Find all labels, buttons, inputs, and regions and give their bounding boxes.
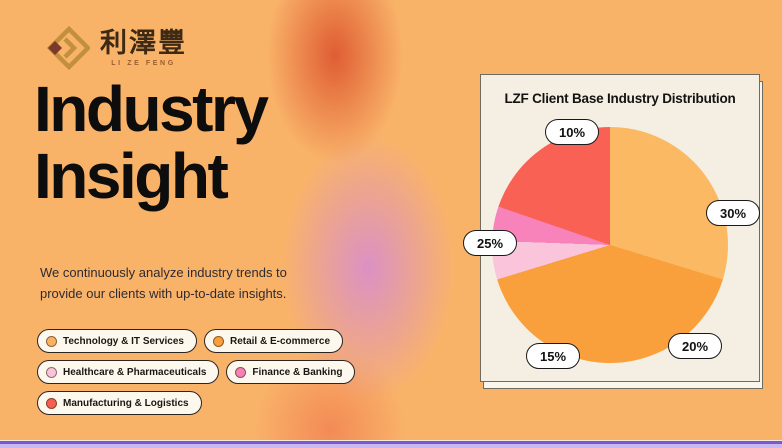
pie-label-10pct: 10% — [545, 119, 599, 145]
chart-title: LZF Client Base Industry Distribution — [504, 91, 736, 106]
technology-color-dot — [46, 335, 57, 347]
legend-pill-technology[interactable]: Technology & IT Services — [37, 329, 197, 353]
legend-label: Healthcare & Pharmaceuticals — [63, 366, 207, 378]
page-title-line1: Industry — [34, 73, 269, 145]
pie-chart[interactable] — [492, 127, 728, 363]
legend-pill-retail[interactable]: Retail & E-commerce — [203, 329, 344, 353]
retail-color-dot — [212, 335, 224, 347]
pie-label-30pct: 30% — [706, 200, 760, 226]
legend-label: Technology & IT Services — [63, 335, 184, 347]
logo-wordmark: 利澤豐 — [100, 28, 187, 59]
manufacturing-color-dot — [46, 397, 57, 409]
legend-pill-finance[interactable]: Finance & Banking — [226, 360, 356, 384]
legend-label: Manufacturing & Logistics — [63, 397, 189, 409]
logo: 利澤豐 LI ZE FENG — [38, 24, 187, 72]
next-slide-edge-strip — [0, 440, 782, 448]
legend-label: Retail & E-commerce — [229, 335, 331, 347]
legend-pill-healthcare[interactable]: Healthcare & Pharmaceuticals — [37, 360, 220, 384]
legend-pill-manufacturing[interactable]: Manufacturing & Logistics — [37, 391, 202, 415]
legend-label: Finance & Banking — [252, 366, 343, 378]
industry-legend: Technology & IT Services Retail & E-comm… — [37, 329, 457, 415]
chart-card: LZF Client Base Industry Distribution 10… — [463, 74, 760, 382]
chart-card-stack: LZF Client Base Industry Distribution 10… — [463, 74, 763, 389]
logo-diamond-icon — [46, 25, 90, 71]
logo-subtext: LI ZE FENG — [111, 59, 176, 67]
logo-text: 利澤豐 LI ZE FENG — [100, 28, 187, 67]
pie-label-20pct: 20% — [668, 333, 722, 359]
pie-label-25pct: 25% — [463, 230, 517, 256]
healthcare-color-dot — [46, 366, 57, 378]
page-title: Industry Insight — [34, 73, 269, 212]
hero-description: We continuously analyze industry trends … — [40, 265, 287, 301]
pie-label-15pct: 15% — [526, 343, 580, 369]
page-title-line2: Insight — [34, 140, 229, 212]
finance-color-dot — [235, 366, 247, 378]
